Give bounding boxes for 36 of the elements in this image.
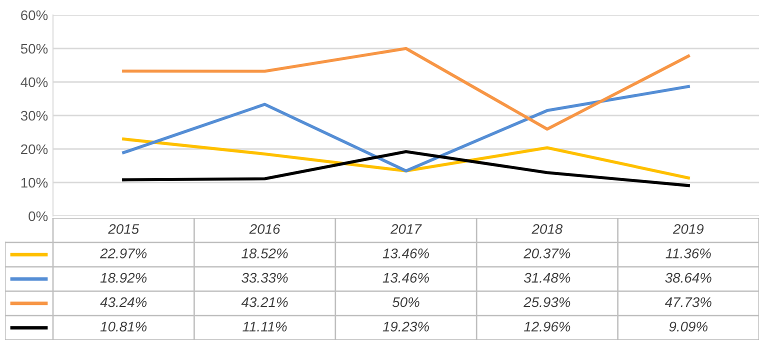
data-label: 11.11%: [242, 322, 287, 332]
data-label: 19.23%: [382, 322, 429, 332]
line-series: [122, 85, 690, 172]
data-label: 25.93%: [524, 297, 570, 308]
y-tick-label: 40%: [20, 77, 48, 88]
y-tick-label: 60%: [21, 10, 48, 20]
data-label: 9.09%: [669, 322, 708, 332]
data-label: 11.36%: [666, 248, 711, 258]
data-label: 31.48%: [524, 272, 570, 283]
y-tick-label: 10%: [21, 178, 48, 188]
data-label: 13.46%: [382, 248, 429, 258]
line-series: [122, 46, 690, 131]
data-label: 50%: [392, 297, 420, 308]
x-tick-label: 2017: [390, 224, 422, 234]
data-label: 38.64%: [665, 272, 712, 283]
data-label: 22.97%: [100, 248, 147, 258]
data-label: 43.21%: [241, 297, 288, 308]
x-tick-label: 2016: [249, 224, 280, 234]
data-label: 33.33%: [242, 272, 288, 283]
line-series: [122, 150, 690, 188]
x-tick-label: 2015: [108, 224, 140, 234]
y-tick-label: 30%: [20, 110, 48, 121]
y-tick-label: 20%: [21, 144, 48, 154]
data-label: 12.96%: [524, 322, 570, 332]
y-tick-label: 0%: [28, 211, 48, 222]
x-tick-label: 2019: [672, 224, 704, 234]
line-series: [122, 138, 690, 180]
x-tick-label: 2018: [532, 224, 563, 234]
data-label: 18.52%: [242, 248, 288, 258]
data-label: 18.92%: [100, 272, 147, 283]
data-label: 43.24%: [100, 297, 147, 308]
y-tick-label: 50%: [20, 44, 48, 54]
data-label: 10.81%: [100, 322, 147, 332]
data-label: 13.46%: [382, 272, 429, 283]
data-label: 47.73%: [664, 297, 712, 308]
data-label: 20.37%: [524, 248, 570, 258]
